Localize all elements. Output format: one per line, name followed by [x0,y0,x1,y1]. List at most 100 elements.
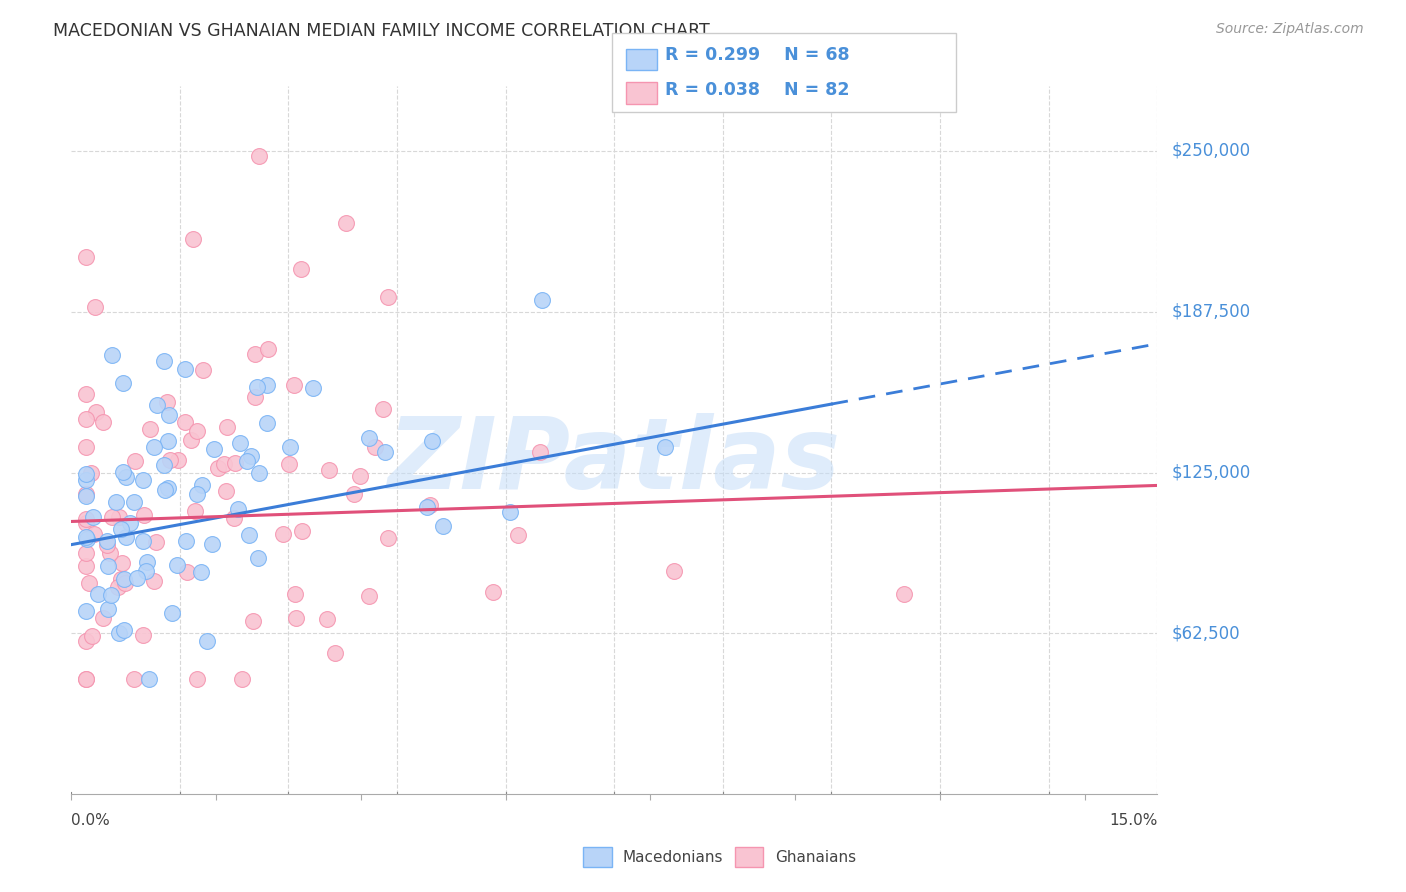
Point [153,483,176,498]
Point [662,564,685,578]
Point [157,434,180,449]
Point [159,453,181,467]
Point [301,381,323,395]
Point [101,510,124,524]
Point [153,353,176,368]
Point [143,440,166,454]
Point [75,672,97,686]
Point [419,498,441,512]
Point [499,505,522,519]
Point [166,453,188,467]
Point [98,546,121,560]
Point [75,516,97,530]
Point [152,458,174,472]
Point [174,415,197,429]
Point [432,519,454,533]
Point [82,510,104,524]
Point [174,533,197,548]
Point [318,462,340,476]
Point [224,510,246,524]
Point [229,435,252,450]
Point [107,580,129,594]
Point [343,486,366,500]
Point [180,434,202,448]
Point [181,232,204,246]
Point [132,473,155,487]
Point [75,440,97,454]
Point [80,629,103,643]
Point [124,672,146,686]
Point [316,612,339,626]
Point [75,489,97,503]
Point [156,395,179,409]
Point [335,216,357,230]
Point [135,555,157,569]
Point [231,672,253,686]
Point [195,633,218,648]
Point [420,434,443,449]
Point [75,473,97,487]
Point [76,532,98,546]
Point [75,546,97,560]
Point [508,528,530,542]
Point [135,564,157,578]
Point [239,449,262,463]
Point [115,470,138,484]
Point [118,516,141,530]
Point [79,576,101,591]
Point [249,466,271,480]
Point [186,487,208,501]
Point [184,504,207,518]
Point [132,534,155,549]
Point [190,565,212,579]
Point [482,585,505,599]
Point [364,440,387,454]
Point [138,672,160,686]
Point [91,610,114,624]
Text: Macedonians: Macedonians [623,850,723,864]
Point [893,586,915,600]
Point [190,478,212,492]
Text: R = 0.038    N = 82: R = 0.038 N = 82 [665,80,849,98]
Point [97,602,120,616]
Text: 15.0%: 15.0% [1109,813,1157,828]
Point [80,466,103,480]
Point [207,460,229,475]
Point [110,522,132,536]
Point [157,408,180,422]
Text: Source: ZipAtlas.com: Source: ZipAtlas.com [1216,22,1364,37]
Point [75,559,97,574]
Point [112,573,135,587]
Point [132,627,155,641]
Point [166,558,188,572]
Point [110,572,132,586]
Point [243,390,266,404]
Point [202,442,225,456]
Point [143,574,166,589]
Text: 0.0%: 0.0% [72,813,110,828]
Point [226,501,249,516]
Point [374,445,396,459]
Point [87,587,110,601]
Point [75,412,97,426]
Point [91,415,114,429]
Point [156,481,179,495]
Point [108,626,131,640]
Point [654,441,676,455]
Point [96,533,118,548]
Point [75,387,97,401]
Point [257,343,280,357]
Point [111,556,134,570]
Point [112,465,135,479]
Point [174,362,197,376]
Point [97,559,120,574]
Point [112,623,135,637]
Point [283,377,305,392]
Point [290,262,312,277]
Point [201,537,224,551]
Point [277,457,299,471]
Point [114,575,136,590]
Point [247,550,270,565]
Point [377,290,399,304]
Point [285,611,308,625]
